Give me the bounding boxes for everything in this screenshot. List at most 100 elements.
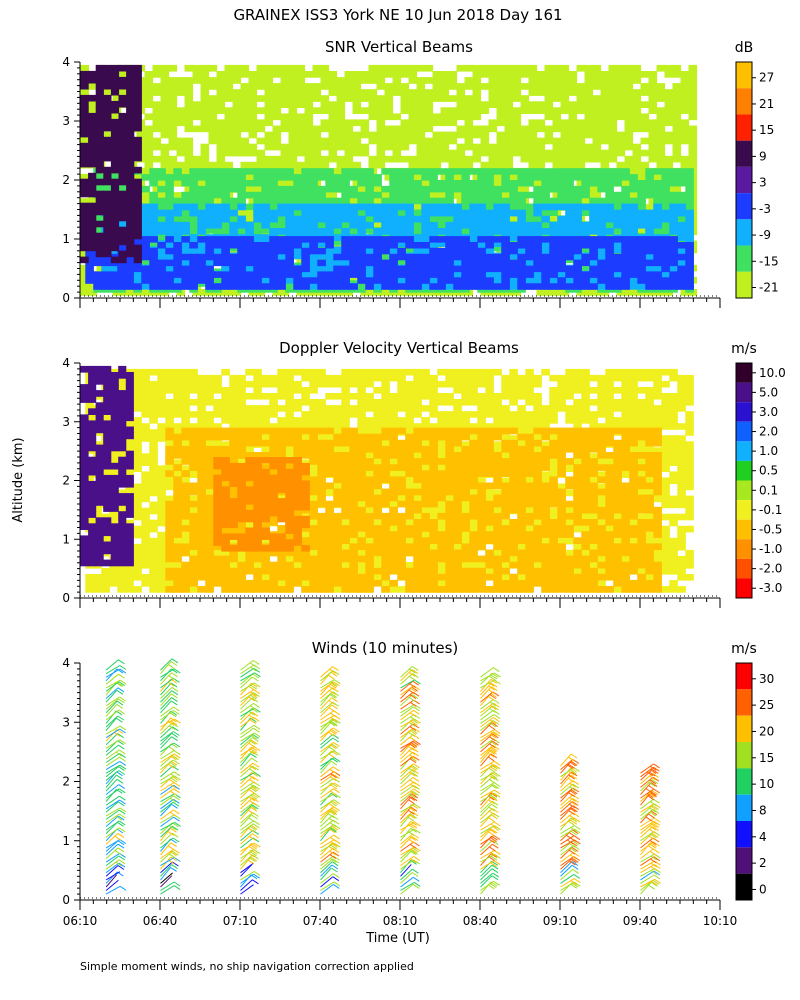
heatmap-cell bbox=[173, 215, 182, 222]
heatmap-cell bbox=[272, 161, 282, 169]
heatmap-cell bbox=[85, 271, 94, 278]
heatmap-cell bbox=[152, 83, 162, 90]
heatmap-cell bbox=[624, 119, 634, 127]
heatmap-cell bbox=[664, 155, 674, 163]
heatmap-cell bbox=[216, 198, 226, 205]
heatmap-cell bbox=[533, 242, 542, 249]
heatmap-cell bbox=[160, 119, 170, 127]
heatmap-cell bbox=[461, 247, 470, 255]
heatmap-cell bbox=[384, 107, 394, 114]
heatmap-cell bbox=[533, 247, 542, 255]
heatmap-cell bbox=[197, 215, 206, 223]
heatmap-cell bbox=[413, 277, 422, 284]
heatmap-cell bbox=[325, 283, 334, 290]
heatmap-cell bbox=[357, 221, 366, 229]
heatmap-cell bbox=[549, 203, 558, 211]
heatmap-cell bbox=[669, 259, 678, 267]
heatmap-cell bbox=[573, 209, 582, 217]
heatmap-cell bbox=[221, 271, 230, 278]
heatmap-cell bbox=[485, 228, 494, 235]
heatmap-cell bbox=[93, 215, 102, 222]
heatmap-cell bbox=[592, 119, 602, 127]
heatmap-cell bbox=[173, 271, 182, 278]
heatmap-cell bbox=[264, 137, 274, 145]
heatmap-cell bbox=[608, 113, 618, 121]
heatmap-cell bbox=[397, 215, 406, 223]
heatmap-cell bbox=[93, 185, 102, 193]
heatmap-cell bbox=[448, 95, 458, 102]
heatmap-cell bbox=[512, 173, 522, 181]
heatmap-cell bbox=[333, 227, 342, 234]
heatmap-cell bbox=[541, 271, 550, 278]
heatmap-cell bbox=[165, 221, 174, 229]
heatmap-cell bbox=[272, 83, 282, 90]
heatmap-cell bbox=[669, 197, 678, 205]
heatmap-cell bbox=[437, 271, 446, 278]
heatmap-cell bbox=[501, 185, 510, 193]
heatmap-cell bbox=[189, 203, 198, 211]
heatmap-cell bbox=[560, 83, 570, 90]
heatmap-cell bbox=[181, 265, 190, 273]
heatmap-cell bbox=[205, 185, 214, 193]
heatmap-cell bbox=[85, 277, 94, 284]
heatmap-cell bbox=[560, 149, 570, 157]
heatmap-cell bbox=[536, 155, 546, 163]
heatmap-cell bbox=[136, 173, 146, 181]
heatmap-cell bbox=[477, 215, 486, 223]
heatmap-cell bbox=[421, 246, 430, 254]
heatmap-cell bbox=[541, 236, 550, 243]
heatmap-cell bbox=[208, 64, 218, 72]
heatmap-cell bbox=[485, 265, 494, 273]
heatmap-cell bbox=[224, 64, 234, 72]
heatmap-cell bbox=[424, 89, 434, 96]
heatmap-cell bbox=[397, 221, 406, 229]
heatmap-cell bbox=[461, 277, 470, 284]
heatmap-cell bbox=[477, 197, 486, 205]
heatmap-cell bbox=[336, 113, 346, 121]
heatmap-cell bbox=[496, 161, 506, 169]
heatmap-cell bbox=[184, 125, 194, 133]
heatmap-cell bbox=[488, 101, 498, 108]
heatmap-cell bbox=[424, 95, 434, 102]
heatmap-cell bbox=[405, 197, 414, 205]
heatmap-cell bbox=[232, 77, 242, 84]
heatmap-cell bbox=[205, 191, 214, 199]
heatmap-cell bbox=[672, 137, 682, 145]
heatmap-cell bbox=[248, 119, 258, 127]
heatmap-cell bbox=[117, 265, 126, 273]
heatmap-cell bbox=[176, 113, 186, 121]
heatmap-cell bbox=[605, 168, 614, 175]
heatmap-cell bbox=[589, 180, 598, 187]
heatmap-cell bbox=[453, 270, 462, 278]
heatmap-cell bbox=[616, 137, 626, 145]
heatmap-cell bbox=[424, 180, 434, 187]
heatmap-cell bbox=[653, 221, 662, 229]
heatmap-cell bbox=[648, 83, 658, 90]
heatmap-cell bbox=[496, 64, 506, 72]
heatmap-cell bbox=[269, 197, 278, 205]
heatmap-cell bbox=[629, 259, 638, 267]
heatmap-cell bbox=[392, 77, 402, 84]
heatmap-cell bbox=[149, 253, 158, 261]
heatmap-cell bbox=[304, 119, 314, 127]
heatmap-cell bbox=[432, 89, 442, 96]
heatmap-cell bbox=[653, 191, 662, 199]
heatmap-cell bbox=[485, 221, 494, 229]
heatmap-cell bbox=[464, 101, 474, 108]
heatmap-cell bbox=[424, 113, 434, 121]
heatmap-cell bbox=[480, 149, 490, 157]
heatmap-cell bbox=[565, 242, 574, 249]
heatmap-cell bbox=[309, 242, 318, 249]
heatmap-cell bbox=[424, 107, 434, 114]
heatmap-cell bbox=[472, 71, 482, 78]
heatmap-cell bbox=[488, 89, 498, 96]
heatmap-cell bbox=[637, 215, 646, 223]
heatmap-cell bbox=[472, 101, 482, 108]
heatmap-cell bbox=[349, 209, 358, 217]
heatmap-cell bbox=[272, 71, 282, 78]
heatmap-cell bbox=[413, 180, 422, 187]
heatmap-cell bbox=[376, 155, 386, 163]
heatmap-cell bbox=[472, 113, 482, 121]
heatmap-cell bbox=[80, 173, 90, 181]
heatmap-cell bbox=[285, 228, 294, 235]
